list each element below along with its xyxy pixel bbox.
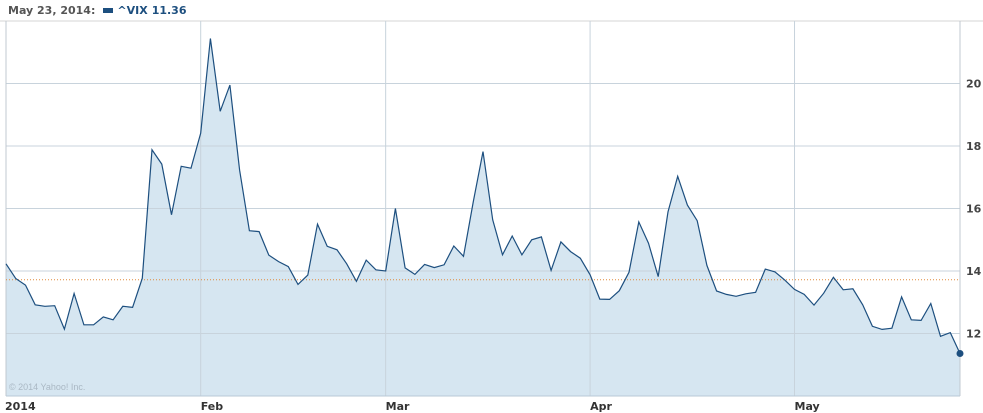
y-tick-label: 16 bbox=[966, 203, 982, 216]
series-line bbox=[5, 38, 961, 354]
series-swatch-icon bbox=[103, 8, 114, 13]
y-tick-label: 18 bbox=[966, 140, 981, 153]
series-last-value: 11.36 bbox=[151, 4, 187, 17]
x-tick-label: May bbox=[795, 400, 820, 413]
x-tick-label: 2014 bbox=[5, 400, 36, 413]
date-label: May 23, 2014: bbox=[8, 4, 96, 17]
copyright-text: © 2014 Yahoo! Inc. bbox=[9, 382, 85, 392]
y-tick-label: 20 bbox=[966, 78, 982, 91]
last-point-marker bbox=[956, 350, 964, 357]
y-tick-label: 12 bbox=[966, 328, 981, 341]
series-area bbox=[6, 38, 960, 396]
x-tick-label: Apr bbox=[590, 400, 612, 413]
series-symbol: ^VIX bbox=[117, 4, 148, 17]
chart-header: May 23, 2014: ^VIX 11.36 bbox=[8, 4, 186, 17]
x-tick-label: Feb bbox=[201, 400, 224, 413]
y-tick-label: 14 bbox=[966, 265, 982, 278]
x-tick-label: Mar bbox=[386, 400, 410, 413]
